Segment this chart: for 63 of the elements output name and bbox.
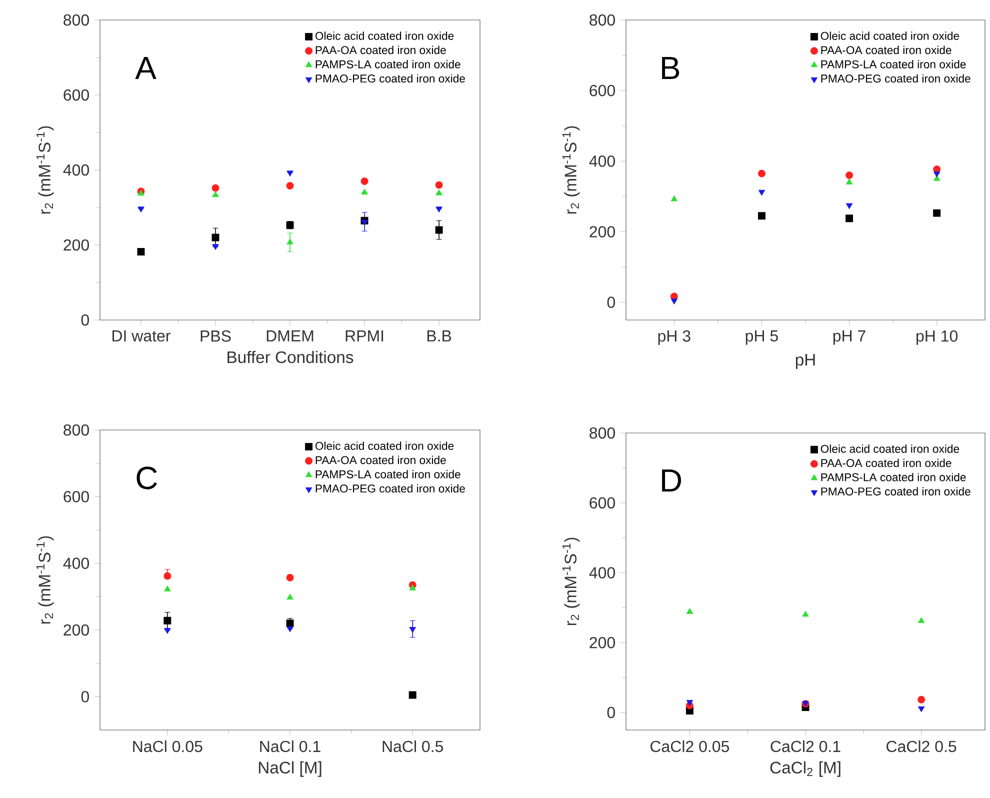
x-axis-title: NaCl [M] [258, 761, 322, 777]
y-tick-label: 200 [590, 226, 615, 238]
x-axis-title: CaCl$_{2}$ [M] [770, 761, 840, 777]
y-tick-label: 400 [589, 156, 615, 167]
legend-label: PMAO-PEG coated iron oxide [316, 484, 465, 493]
legend-label: Oleic acid coated iron oxide [820, 444, 960, 453]
legend-label: PAMPS-LA coated iron oxide [821, 472, 966, 482]
y-tick-label: 800 [64, 424, 89, 436]
legend-label: Oleic acid coated iron oxide [820, 32, 960, 40]
y-tick-label: 600 [590, 497, 615, 509]
legend-label: PMAO-PEG coated iron oxide [316, 74, 465, 83]
legend-label: PAA-OA coated iron oxide [821, 46, 952, 54]
annotation: C [136, 466, 158, 490]
legend-label: PAMPS-LA coated iron oxide [316, 470, 460, 478]
y-tick-label: 400 [589, 567, 615, 578]
annotation: A [135, 56, 156, 79]
x-tick-label: pH 10 [916, 330, 958, 345]
legend-label: PAA-OA coated iron oxide [316, 456, 446, 464]
x-tick-label: DMEM [266, 330, 314, 342]
y-axis-title: r$_{2}$ (mM$^{-1}$S$^{-1}$) [36, 536, 54, 624]
legend-label: PMAO-PEG coated iron oxide [821, 487, 970, 496]
annotation: D [662, 470, 682, 492]
annotation: B [662, 56, 680, 80]
x-tick-label: PBS [200, 330, 231, 342]
x-tick-label: DI water [112, 330, 170, 342]
y-tick-label: 800 [590, 427, 615, 439]
legend-label: PAMPS-LA coated iron oxide [316, 60, 460, 68]
x-axis-title: pH [796, 354, 815, 369]
x-tick-label: CaCl2 0.05 [650, 740, 730, 752]
y-axis-title: r$_{2}$ (mM$^{-1}$S$^{-1}$) [562, 538, 580, 626]
legend-label: PMAO-PEG coated iron oxide [821, 74, 970, 83]
x-tick-label: CaCl2 0.5 [886, 740, 956, 752]
legend-label: PAMPS-LA coated iron oxide [821, 60, 966, 68]
x-tick-label: NaCl 0.5 [382, 740, 443, 752]
y-tick-label: 0 [607, 296, 615, 308]
x-tick-label: RPMI [346, 330, 384, 342]
y-tick-label: 800 [64, 14, 89, 26]
x-tick-label: pH 7 [833, 330, 866, 345]
x-tick-label: NaCl 0.05 [133, 740, 202, 752]
y-axis-title: r$_{2}$ (mM$^{-1}$S$^{-1}$) [562, 126, 580, 214]
y-tick-label: 400 [63, 164, 89, 176]
y-tick-label: 200 [64, 239, 89, 251]
y-tick-label: 0 [81, 690, 89, 702]
legend-label: Oleic acid coated iron oxide [315, 442, 454, 450]
x-tick-label: B.B [427, 330, 452, 342]
y-tick-label: 200 [590, 636, 615, 648]
y-tick-label: 400 [63, 558, 89, 569]
y-tick-label: 0 [607, 706, 615, 718]
legend-label: PAA-OA coated iron oxide [821, 458, 952, 468]
x-axis-title: Buffer Conditions [228, 350, 354, 364]
legend-label: PAA-OA coated iron oxide [316, 46, 446, 54]
x-tick-label: CaCl2 0.1 [770, 740, 840, 752]
y-tick-label: 600 [64, 89, 89, 101]
x-tick-label: pH 3 [658, 330, 690, 345]
x-tick-label: pH 5 [746, 330, 778, 345]
y-tick-label: 200 [64, 624, 89, 636]
y-axis-title: r$_{2}$ (mM$^{-1}$S$^{-1}$) [36, 126, 54, 214]
x-tick-label: NaCl 0.1 [260, 740, 320, 752]
legend-label: Oleic acid coated iron oxide [315, 32, 454, 40]
y-tick-label: 600 [590, 84, 615, 96]
y-tick-label: 800 [590, 14, 615, 26]
y-tick-label: 0 [81, 314, 89, 326]
y-tick-label: 600 [64, 490, 89, 502]
